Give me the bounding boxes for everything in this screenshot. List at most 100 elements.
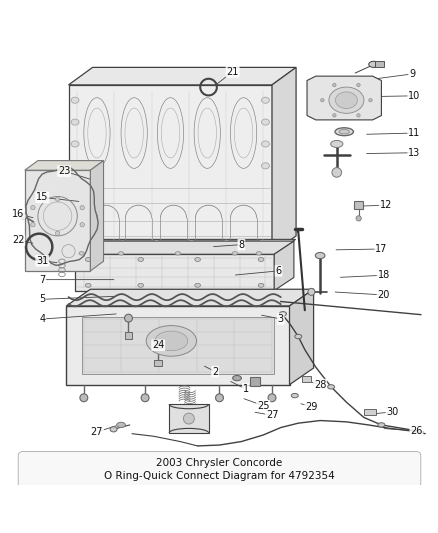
Ellipse shape bbox=[232, 375, 241, 381]
Text: 20: 20 bbox=[377, 290, 389, 300]
Bar bbox=[374, 61, 383, 67]
Ellipse shape bbox=[183, 413, 194, 424]
Text: 16: 16 bbox=[12, 209, 24, 219]
Polygon shape bbox=[81, 317, 274, 374]
Ellipse shape bbox=[356, 83, 359, 87]
Text: 25: 25 bbox=[256, 401, 269, 410]
Ellipse shape bbox=[377, 423, 384, 427]
Bar bbox=[353, 201, 362, 209]
Ellipse shape bbox=[256, 252, 261, 255]
Polygon shape bbox=[274, 241, 293, 290]
Polygon shape bbox=[75, 254, 274, 290]
Polygon shape bbox=[25, 160, 103, 170]
Text: 3: 3 bbox=[277, 314, 283, 324]
Text: 2: 2 bbox=[212, 367, 218, 376]
Bar bbox=[90, 240, 121, 249]
Ellipse shape bbox=[290, 393, 297, 398]
Ellipse shape bbox=[194, 284, 200, 287]
Bar bbox=[158, 240, 188, 249]
Ellipse shape bbox=[71, 97, 79, 103]
Text: 21: 21 bbox=[226, 67, 238, 77]
Ellipse shape bbox=[368, 61, 378, 67]
Ellipse shape bbox=[215, 394, 223, 402]
Text: 27: 27 bbox=[91, 427, 103, 437]
Ellipse shape bbox=[79, 252, 84, 255]
Ellipse shape bbox=[307, 288, 314, 295]
Ellipse shape bbox=[320, 99, 323, 102]
Ellipse shape bbox=[330, 141, 342, 148]
Polygon shape bbox=[90, 160, 103, 271]
Ellipse shape bbox=[20, 213, 27, 219]
Ellipse shape bbox=[232, 252, 237, 255]
Ellipse shape bbox=[268, 394, 276, 402]
Text: 26: 26 bbox=[409, 426, 422, 435]
Ellipse shape bbox=[31, 205, 35, 210]
Ellipse shape bbox=[258, 284, 263, 287]
Ellipse shape bbox=[80, 205, 84, 210]
Text: 22: 22 bbox=[12, 235, 25, 245]
Text: 7: 7 bbox=[39, 274, 45, 285]
Ellipse shape bbox=[31, 222, 35, 227]
Polygon shape bbox=[66, 306, 289, 385]
Polygon shape bbox=[272, 67, 295, 253]
Text: 11: 11 bbox=[407, 128, 420, 138]
Ellipse shape bbox=[338, 130, 349, 134]
Text: 27: 27 bbox=[265, 410, 278, 421]
Polygon shape bbox=[64, 239, 295, 253]
Polygon shape bbox=[66, 289, 313, 306]
Ellipse shape bbox=[155, 331, 187, 351]
Text: 31: 31 bbox=[36, 256, 48, 266]
Text: 2003 Chrysler Concorde
O Ring-Quick Connect Diagram for 4792354: 2003 Chrysler Concorde O Ring-Quick Conn… bbox=[104, 458, 334, 481]
Text: 6: 6 bbox=[275, 266, 281, 276]
Ellipse shape bbox=[71, 141, 79, 147]
Ellipse shape bbox=[258, 257, 263, 262]
Text: 24: 24 bbox=[152, 340, 164, 350]
Bar bbox=[124, 332, 132, 339]
Text: 9: 9 bbox=[408, 69, 414, 79]
Bar bbox=[193, 240, 223, 249]
Polygon shape bbox=[301, 376, 311, 383]
Text: 28: 28 bbox=[313, 379, 325, 390]
Text: 8: 8 bbox=[238, 240, 244, 249]
Ellipse shape bbox=[117, 422, 125, 427]
Ellipse shape bbox=[335, 92, 357, 109]
Polygon shape bbox=[68, 85, 272, 253]
Text: 23: 23 bbox=[58, 166, 70, 176]
Ellipse shape bbox=[71, 163, 79, 169]
Ellipse shape bbox=[334, 128, 353, 136]
Ellipse shape bbox=[85, 284, 91, 287]
Text: 1: 1 bbox=[242, 384, 248, 394]
Polygon shape bbox=[289, 289, 313, 385]
Ellipse shape bbox=[261, 97, 269, 103]
Polygon shape bbox=[363, 409, 375, 415]
Ellipse shape bbox=[327, 385, 334, 389]
Polygon shape bbox=[75, 241, 293, 254]
Ellipse shape bbox=[368, 99, 371, 102]
Ellipse shape bbox=[146, 326, 196, 356]
Ellipse shape bbox=[194, 257, 200, 262]
Text: 10: 10 bbox=[407, 91, 420, 101]
Ellipse shape bbox=[331, 167, 341, 177]
Ellipse shape bbox=[355, 216, 360, 221]
Text: 13: 13 bbox=[407, 148, 420, 158]
Ellipse shape bbox=[55, 197, 60, 201]
Ellipse shape bbox=[85, 257, 91, 262]
Ellipse shape bbox=[332, 83, 336, 87]
Bar bbox=[169, 405, 208, 433]
Bar bbox=[228, 240, 258, 249]
Ellipse shape bbox=[138, 257, 143, 262]
Ellipse shape bbox=[80, 222, 84, 227]
Ellipse shape bbox=[279, 312, 286, 316]
Ellipse shape bbox=[55, 231, 60, 236]
Ellipse shape bbox=[294, 334, 301, 338]
Ellipse shape bbox=[154, 342, 161, 349]
Ellipse shape bbox=[118, 252, 124, 255]
Ellipse shape bbox=[261, 163, 269, 169]
Text: 30: 30 bbox=[385, 407, 398, 417]
Text: 29: 29 bbox=[304, 401, 317, 411]
Text: 18: 18 bbox=[377, 270, 389, 280]
Text: 4: 4 bbox=[39, 314, 45, 324]
Ellipse shape bbox=[332, 114, 336, 117]
Ellipse shape bbox=[141, 394, 149, 402]
Text: 17: 17 bbox=[374, 244, 387, 254]
